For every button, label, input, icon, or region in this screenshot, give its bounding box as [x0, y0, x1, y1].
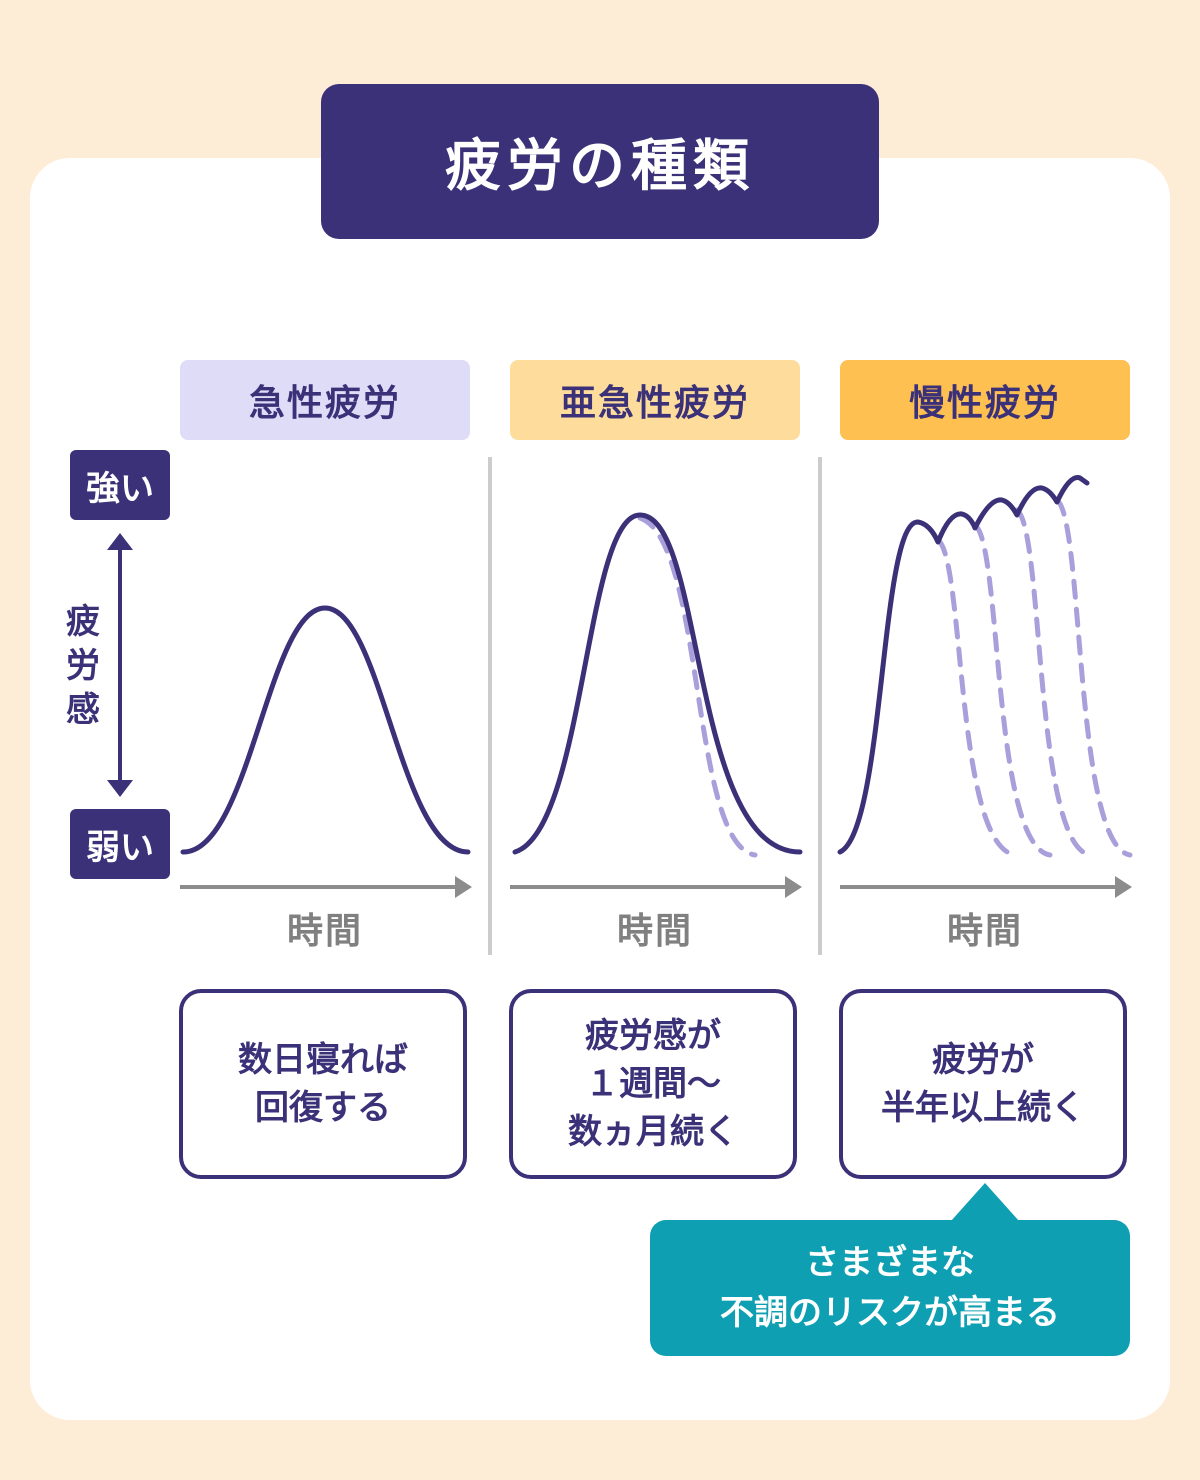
callout-pointer — [951, 1183, 1019, 1221]
description-line: １週間〜 — [585, 1064, 721, 1104]
fatigue-axis-arrow — [107, 533, 133, 797]
time-axis-label: 時間 — [946, 911, 1023, 952]
column-header-subacute: 亜急性疲労 — [510, 360, 800, 440]
chronic-recovery-dashed-curve — [1014, 507, 1093, 858]
subacute-recovery-dashed-curve — [637, 515, 758, 858]
chronic-recovery-dashed-curve — [972, 522, 1053, 858]
callout-line: さまざまな — [805, 1243, 975, 1283]
description-line: 数日寝れば — [238, 1040, 408, 1080]
chronic-description: 疲労が 半年以上続く — [839, 989, 1127, 1179]
callout-line: 不調のリスクが高まる — [720, 1293, 1060, 1333]
chronic-recovery-dashed-curve — [1054, 497, 1133, 858]
fatigue-axis-label: 疲労感 — [66, 602, 100, 730]
subacute-fatigue-curve — [512, 512, 803, 855]
level-low-label: 弱い — [70, 809, 170, 879]
page-title: 疲労の種類 — [321, 84, 879, 239]
description-line: 回復する — [255, 1088, 391, 1128]
subacute-description: 疲労感が １週間〜 数ヵ月続く — [509, 989, 797, 1179]
column-header-chronic: 慢性疲労 — [840, 360, 1130, 440]
acute-description: 数日寝れば 回復する — [179, 989, 467, 1179]
description-line: 半年以上続く — [881, 1088, 1085, 1128]
description-line: 疲労感が — [585, 1016, 721, 1056]
description-line: 疲労が — [932, 1040, 1034, 1080]
description-line: 数ヵ月続く — [568, 1112, 738, 1152]
chronic-fatigue-curve — [837, 475, 1090, 855]
time-axis-label: 時間 — [286, 911, 363, 952]
time-axis-label: 時間 — [616, 911, 693, 952]
time-axis-acute — [180, 876, 472, 898]
column-header-acute: 急性疲労 — [180, 360, 470, 440]
acute-fatigue-curve — [180, 605, 471, 855]
level-high-label: 強い — [70, 450, 170, 520]
time-axis-subacute — [510, 876, 802, 898]
risk-callout: さまざまな 不調のリスクが高まる — [650, 1220, 1130, 1356]
time-axis-chronic — [840, 876, 1132, 898]
